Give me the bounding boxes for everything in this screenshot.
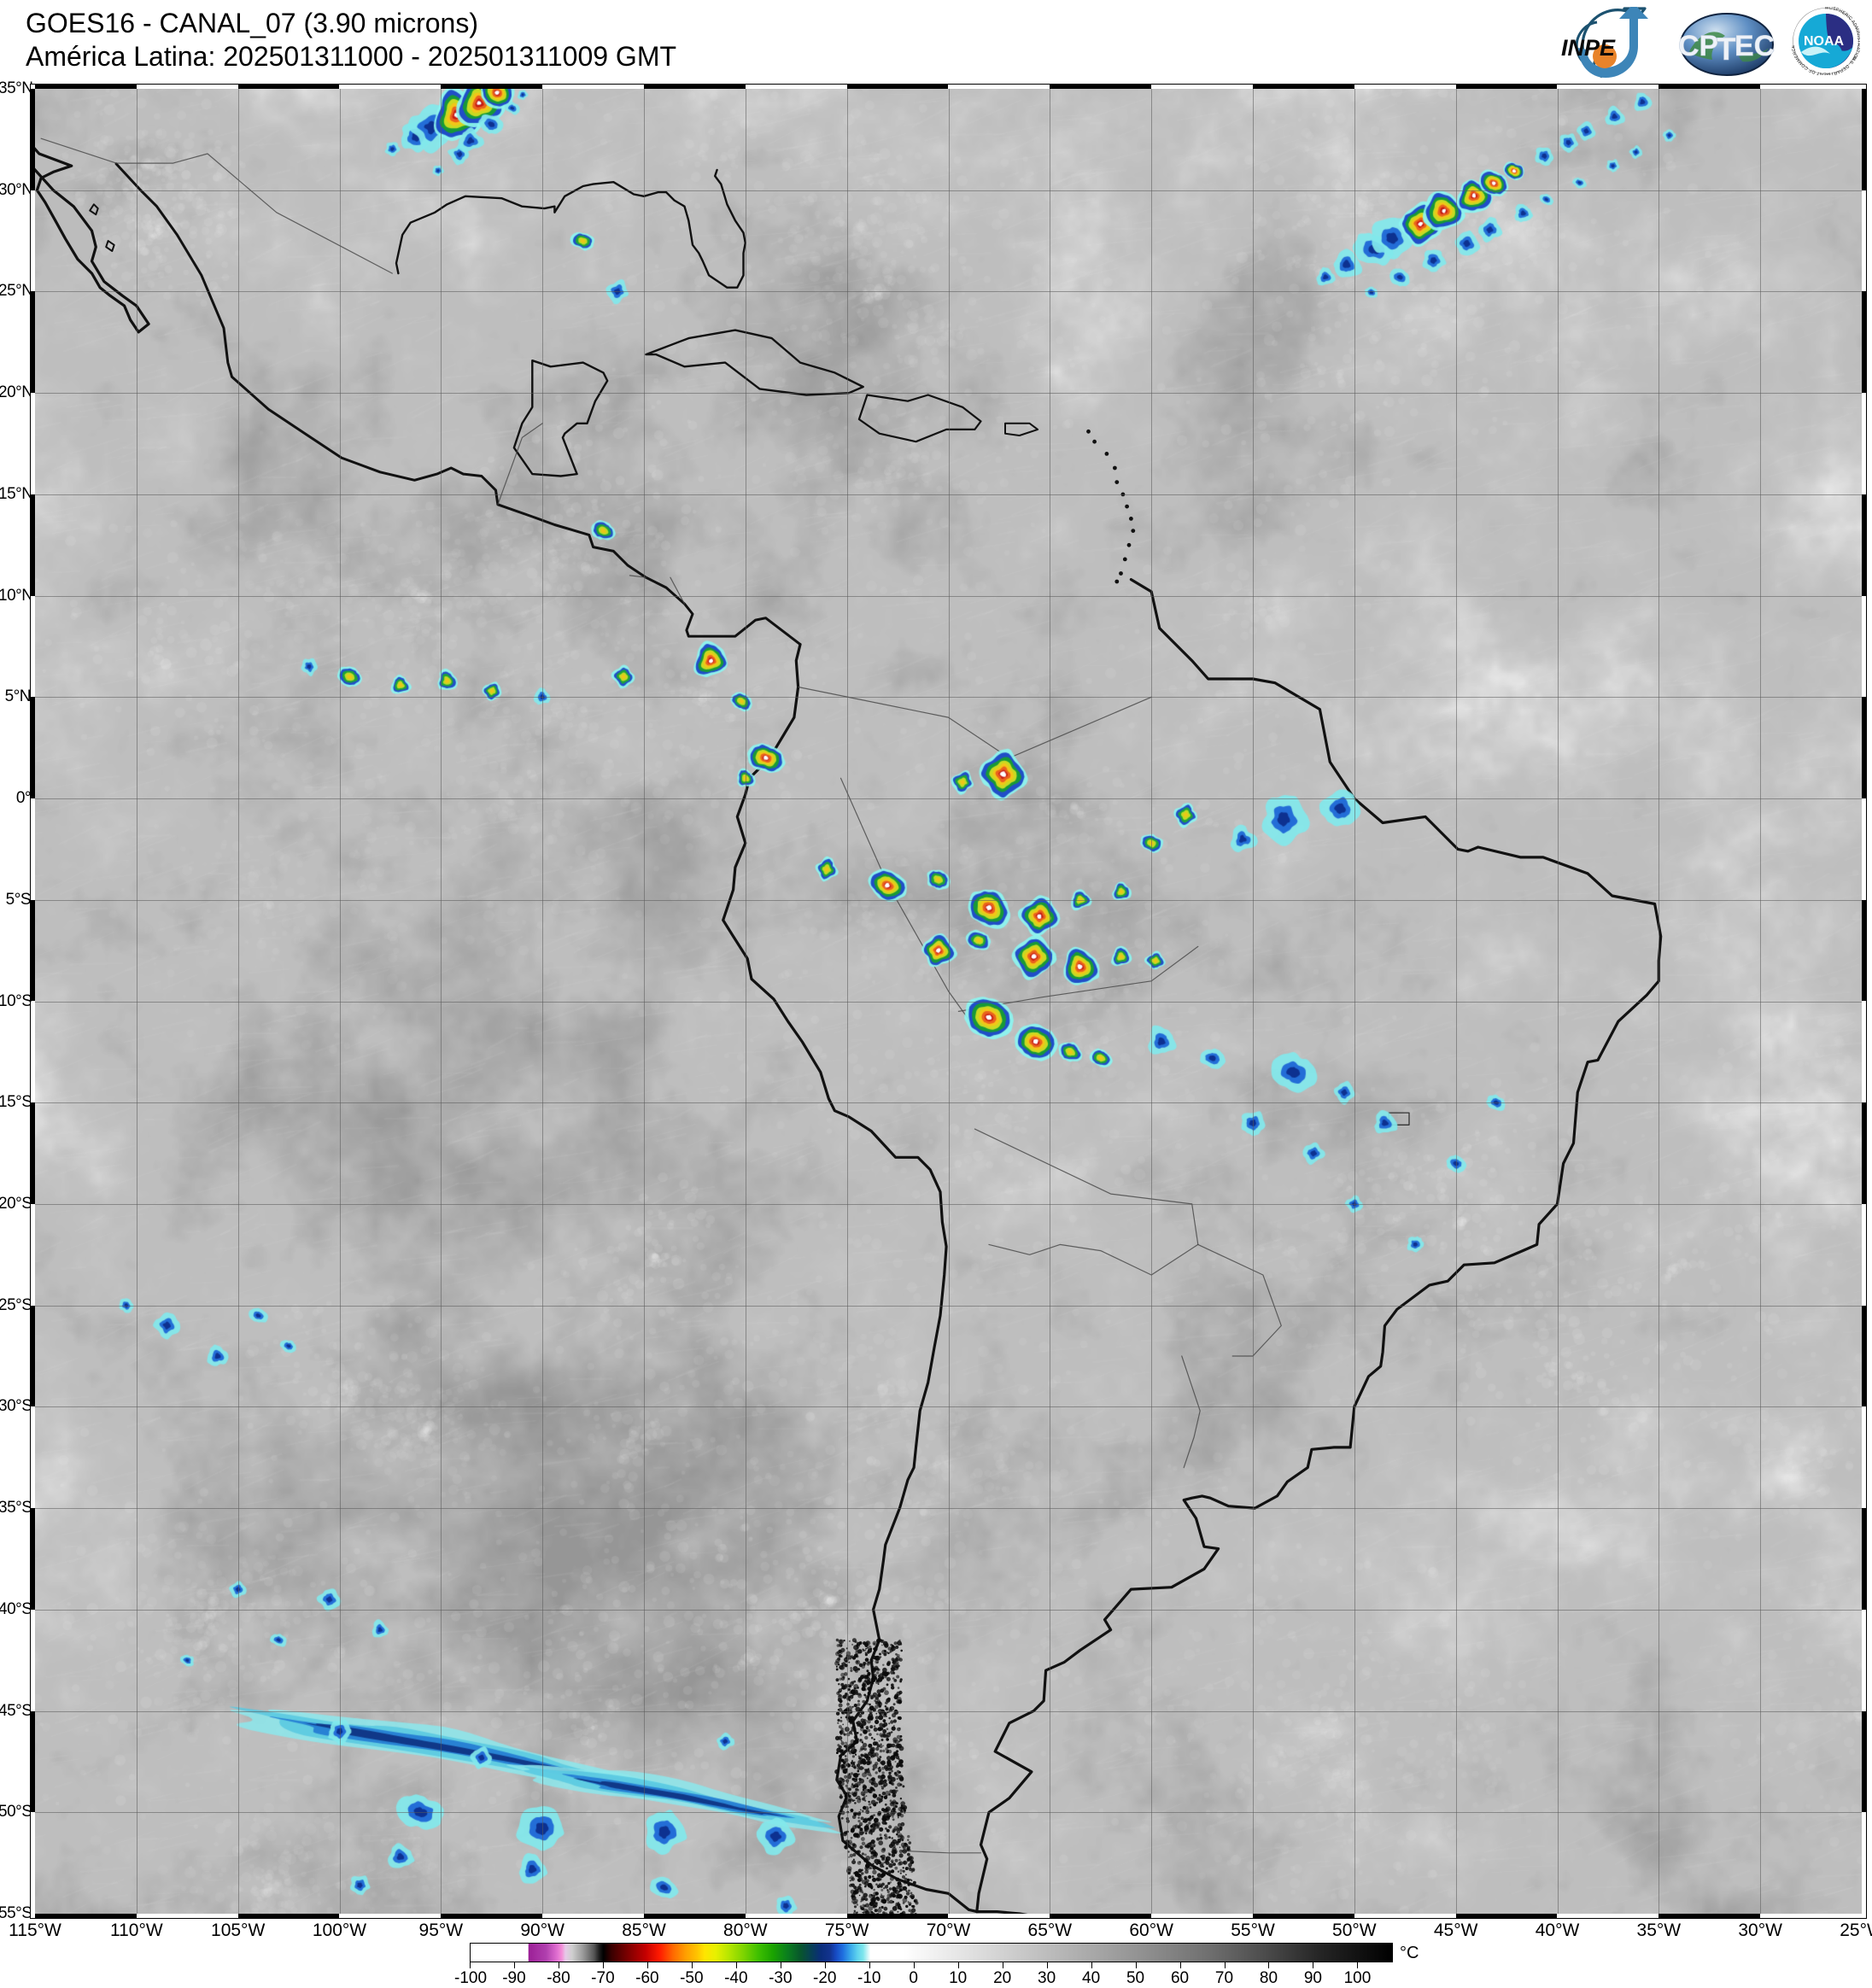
svg-text:INPE: INPE <box>1561 35 1616 61</box>
svg-text:CP: CP <box>1679 30 1718 62</box>
svg-text:EC: EC <box>1735 30 1775 62</box>
svg-text:NOAA: NOAA <box>1804 34 1845 49</box>
svg-text:T: T <box>1717 32 1736 67</box>
